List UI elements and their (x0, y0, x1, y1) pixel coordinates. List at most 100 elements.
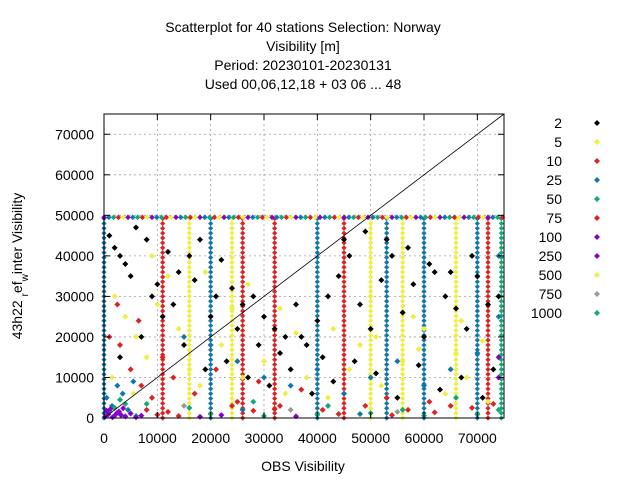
point-5-28 (109, 374, 115, 381)
column-point (485, 298, 491, 304)
column-point (341, 405, 347, 411)
point-250-2 (111, 412, 118, 419)
column-point (474, 269, 480, 275)
column-point (186, 352, 192, 358)
point-2-62 (405, 244, 411, 251)
column-point (272, 259, 278, 265)
legend-label-1000: 1000 (531, 305, 562, 321)
column-point (368, 361, 374, 368)
column-point (485, 352, 491, 358)
column-point (272, 395, 278, 402)
point-10-10 (255, 378, 262, 385)
column-point (341, 264, 347, 270)
column-point (341, 400, 347, 407)
column-point (186, 298, 192, 304)
point-5-9 (239, 374, 246, 381)
cap-point-54 (360, 214, 366, 221)
column-point (240, 357, 246, 363)
column-point (272, 371, 278, 377)
column-point (400, 240, 406, 246)
column-point (421, 400, 427, 407)
point-2-73 (298, 333, 305, 340)
point-500-4 (330, 325, 337, 332)
column-point (240, 347, 246, 353)
column-point (240, 395, 246, 402)
column-point (272, 288, 278, 295)
point-250-5 (197, 413, 203, 420)
column-point (368, 386, 374, 392)
point-2-53 (394, 394, 401, 401)
point-500-1 (202, 269, 209, 276)
column-point (474, 318, 480, 324)
column-point (474, 371, 480, 377)
x-axis-ticks: 0 10000 20000 30000 40000 50000 60000 70000 (100, 114, 497, 446)
column-point (368, 357, 374, 363)
column-point (272, 366, 278, 372)
column-point (314, 288, 320, 295)
column-point (453, 269, 459, 275)
column-point (229, 386, 235, 392)
column-point (368, 352, 374, 358)
column-point (384, 381, 390, 387)
point-column-15 (485, 215, 491, 421)
column-point (160, 230, 166, 236)
x-tick-label-1: 10000 (138, 430, 177, 446)
column-point (474, 391, 480, 397)
column-point (314, 303, 320, 309)
point-2-60 (362, 228, 369, 235)
column-point (421, 322, 427, 329)
column-point (186, 303, 192, 309)
column-point (160, 391, 166, 397)
column-point (229, 235, 235, 241)
column-point (208, 235, 214, 241)
column-point (272, 361, 278, 368)
column-point (314, 269, 320, 275)
point-75-2 (165, 408, 171, 415)
cap-point-8 (139, 214, 146, 221)
column-point (272, 318, 278, 324)
point-25-0 (103, 394, 110, 401)
column-point (240, 284, 246, 290)
point-10-7 (191, 390, 198, 397)
column-point (498, 259, 504, 265)
column-point (453, 391, 459, 397)
point-2-44 (202, 366, 209, 373)
cap-point-53 (355, 214, 362, 221)
column-point (186, 259, 192, 265)
cap-point-4 (120, 214, 126, 221)
point-2-32 (421, 333, 427, 340)
column-point (474, 259, 480, 265)
column-point (453, 220, 459, 227)
column-point (341, 298, 347, 304)
point-2-58 (490, 366, 497, 373)
cap-point-72 (446, 214, 453, 221)
column-point (240, 381, 246, 387)
column-point (498, 405, 504, 411)
cap-point-79 (480, 214, 486, 221)
column-point (498, 371, 504, 377)
column-point (208, 405, 214, 411)
column-point (384, 220, 390, 227)
column-point (341, 313, 347, 319)
point-10-8 (213, 366, 219, 373)
point-10-20 (469, 404, 475, 411)
legend-marker-750 (594, 291, 600, 297)
column-point (240, 274, 246, 280)
column-point (186, 410, 192, 416)
column-point (453, 225, 459, 231)
column-point (498, 303, 504, 309)
column-point (485, 220, 491, 227)
column-point (186, 220, 192, 227)
column-point (208, 230, 214, 236)
cap-row-points (101, 214, 506, 221)
column-point (485, 357, 491, 363)
column-point (421, 279, 427, 285)
column-point (453, 357, 459, 363)
legend-item-25: 25 (546, 172, 600, 188)
column-point (474, 279, 480, 285)
column-point (272, 313, 278, 319)
column-point (314, 376, 320, 382)
series-1000-points (117, 394, 459, 413)
column-point (240, 361, 246, 368)
column-point (368, 288, 374, 295)
